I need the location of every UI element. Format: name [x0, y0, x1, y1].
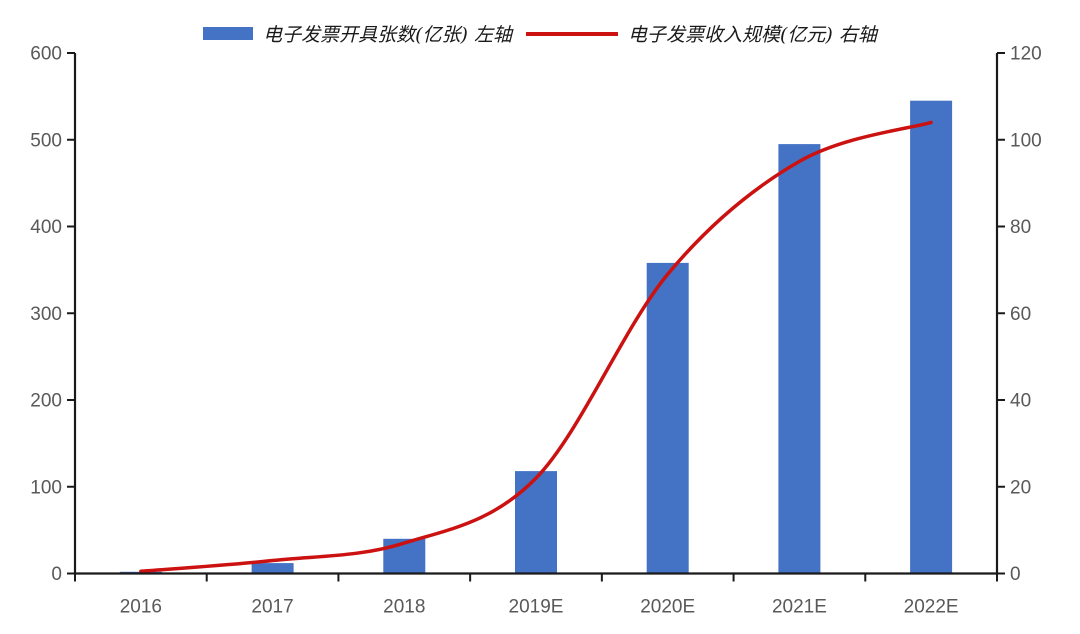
bar-series-label: 电子发票开具张数(亿张) 左轴	[263, 24, 512, 46]
legend-item-line: 电子发票收入规模(亿元) 右轴	[526, 20, 877, 47]
right-tick-label-100: 100	[1010, 130, 1042, 151]
line-series-label: 电子发票收入规模(亿元) 右轴	[628, 24, 877, 46]
left-tick-label-300: 300	[30, 304, 62, 325]
x-label-2022E: 2022E	[904, 597, 959, 618]
bar-2017	[251, 563, 294, 574]
right-tick-label-60: 60	[1010, 304, 1031, 325]
left-tick-label-200: 200	[30, 391, 62, 412]
left-tick-label-400: 400	[30, 217, 62, 238]
left-tick-label-500: 500	[30, 130, 62, 151]
right-tick-label-80: 80	[1010, 217, 1031, 238]
bar-2020E	[646, 262, 689, 574]
bar-series-swatch	[203, 27, 254, 40]
revenue-line	[139, 120, 933, 574]
x-label-2017: 2017	[251, 597, 293, 618]
x-label-2016: 2016	[120, 597, 162, 618]
left-tick-label-600: 600	[30, 44, 62, 65]
bar-2021E	[778, 144, 821, 574]
x-label-2018: 2018	[383, 597, 425, 618]
legend-item-bars: 电子发票开具张数(亿张) 左轴	[203, 20, 512, 47]
bar-2019E	[515, 471, 557, 574]
right-tick-label-20: 20	[1010, 477, 1031, 498]
left-tick-label-0: 0	[51, 564, 62, 585]
x-label-2021E: 2021E	[772, 597, 827, 618]
right-tick-label-0: 0	[1010, 564, 1021, 585]
right-tick-label-40: 40	[1010, 391, 1031, 412]
left-tick-label-100: 100	[30, 477, 62, 498]
right-tick-label-120: 120	[1010, 44, 1042, 65]
legend: 电子发票开具张数(亿张) 左轴 电子发票收入规模(亿元) 右轴	[0, 20, 1080, 47]
x-label-2019E: 2019E	[509, 597, 564, 618]
x-label-2020E: 2020E	[640, 597, 695, 618]
line-series-swatch	[526, 31, 618, 36]
bar-2022E	[910, 100, 953, 574]
